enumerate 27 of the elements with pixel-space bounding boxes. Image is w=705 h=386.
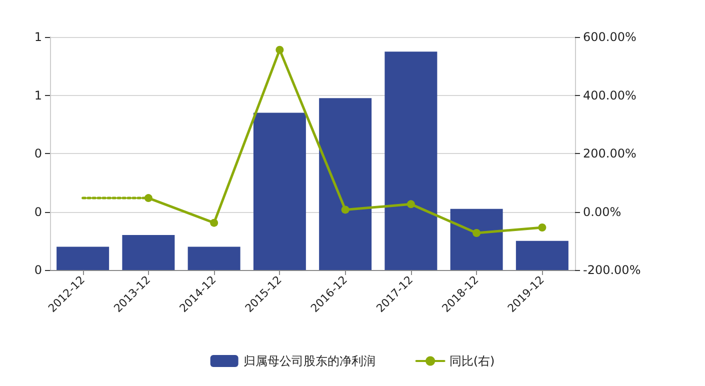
bar: [122, 235, 175, 270]
y2-tick-label: 0.00%: [583, 204, 622, 219]
y2-tick-label: -200.00%: [583, 263, 641, 277]
bar: [319, 98, 372, 270]
y-tick-label: 0: [34, 204, 42, 219]
point: [144, 194, 152, 202]
point: [406, 200, 415, 208]
point: [472, 229, 481, 238]
point: [538, 223, 546, 232]
point: [210, 218, 218, 227]
bar: [253, 112, 306, 270]
y-tick-label: 1: [34, 30, 42, 44]
bar: [56, 246, 110, 270]
legend-label: 归属母公司股东的净利润: [243, 354, 376, 368]
bar: [450, 208, 503, 270]
bar: [188, 246, 240, 270]
y-tick-label: 1: [34, 88, 42, 102]
bar: [516, 240, 568, 270]
y2-tick-label: 600.00%: [583, 30, 636, 44]
point: [341, 206, 350, 214]
legend-label: 同比(右): [449, 354, 495, 368]
y-tick-label: 0: [34, 263, 42, 277]
y2-tick-label: 200.00%: [583, 146, 636, 160]
y2-tick-label: 400.00%: [583, 88, 636, 102]
bar: [384, 52, 438, 270]
point: [276, 46, 284, 54]
y-tick-label: 0: [34, 146, 42, 160]
